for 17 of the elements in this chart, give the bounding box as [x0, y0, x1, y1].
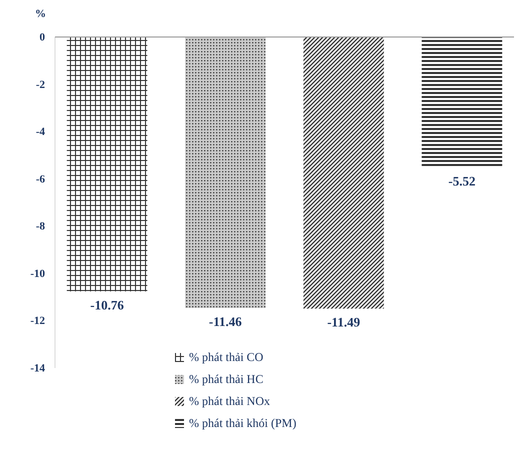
y-tick-label: -4 — [36, 126, 46, 138]
data-label: -5.52 — [448, 174, 476, 189]
data-label: -10.76 — [90, 297, 124, 312]
y-tick-label: -12 — [30, 315, 46, 328]
y-tick-label: 0 — [40, 32, 46, 44]
y-axis-title: % — [35, 8, 46, 20]
data-label: -11.49 — [327, 314, 361, 330]
y-tick-label: -2 — [36, 78, 46, 91]
legend-label: % phát thải khói (PM) — [189, 416, 296, 430]
legend-label: % phát thải CO — [189, 350, 264, 364]
legend-label: % phát thải HC — [189, 372, 264, 386]
data-label: -11.46 — [208, 314, 242, 329]
legend-label: % phát thải NOx — [189, 394, 270, 408]
y-tick-label: -8 — [36, 220, 46, 233]
y-tick-label: -10 — [30, 268, 46, 280]
y-tick-label: -14 — [30, 362, 46, 375]
y-tick-label: -6 — [36, 173, 46, 186]
